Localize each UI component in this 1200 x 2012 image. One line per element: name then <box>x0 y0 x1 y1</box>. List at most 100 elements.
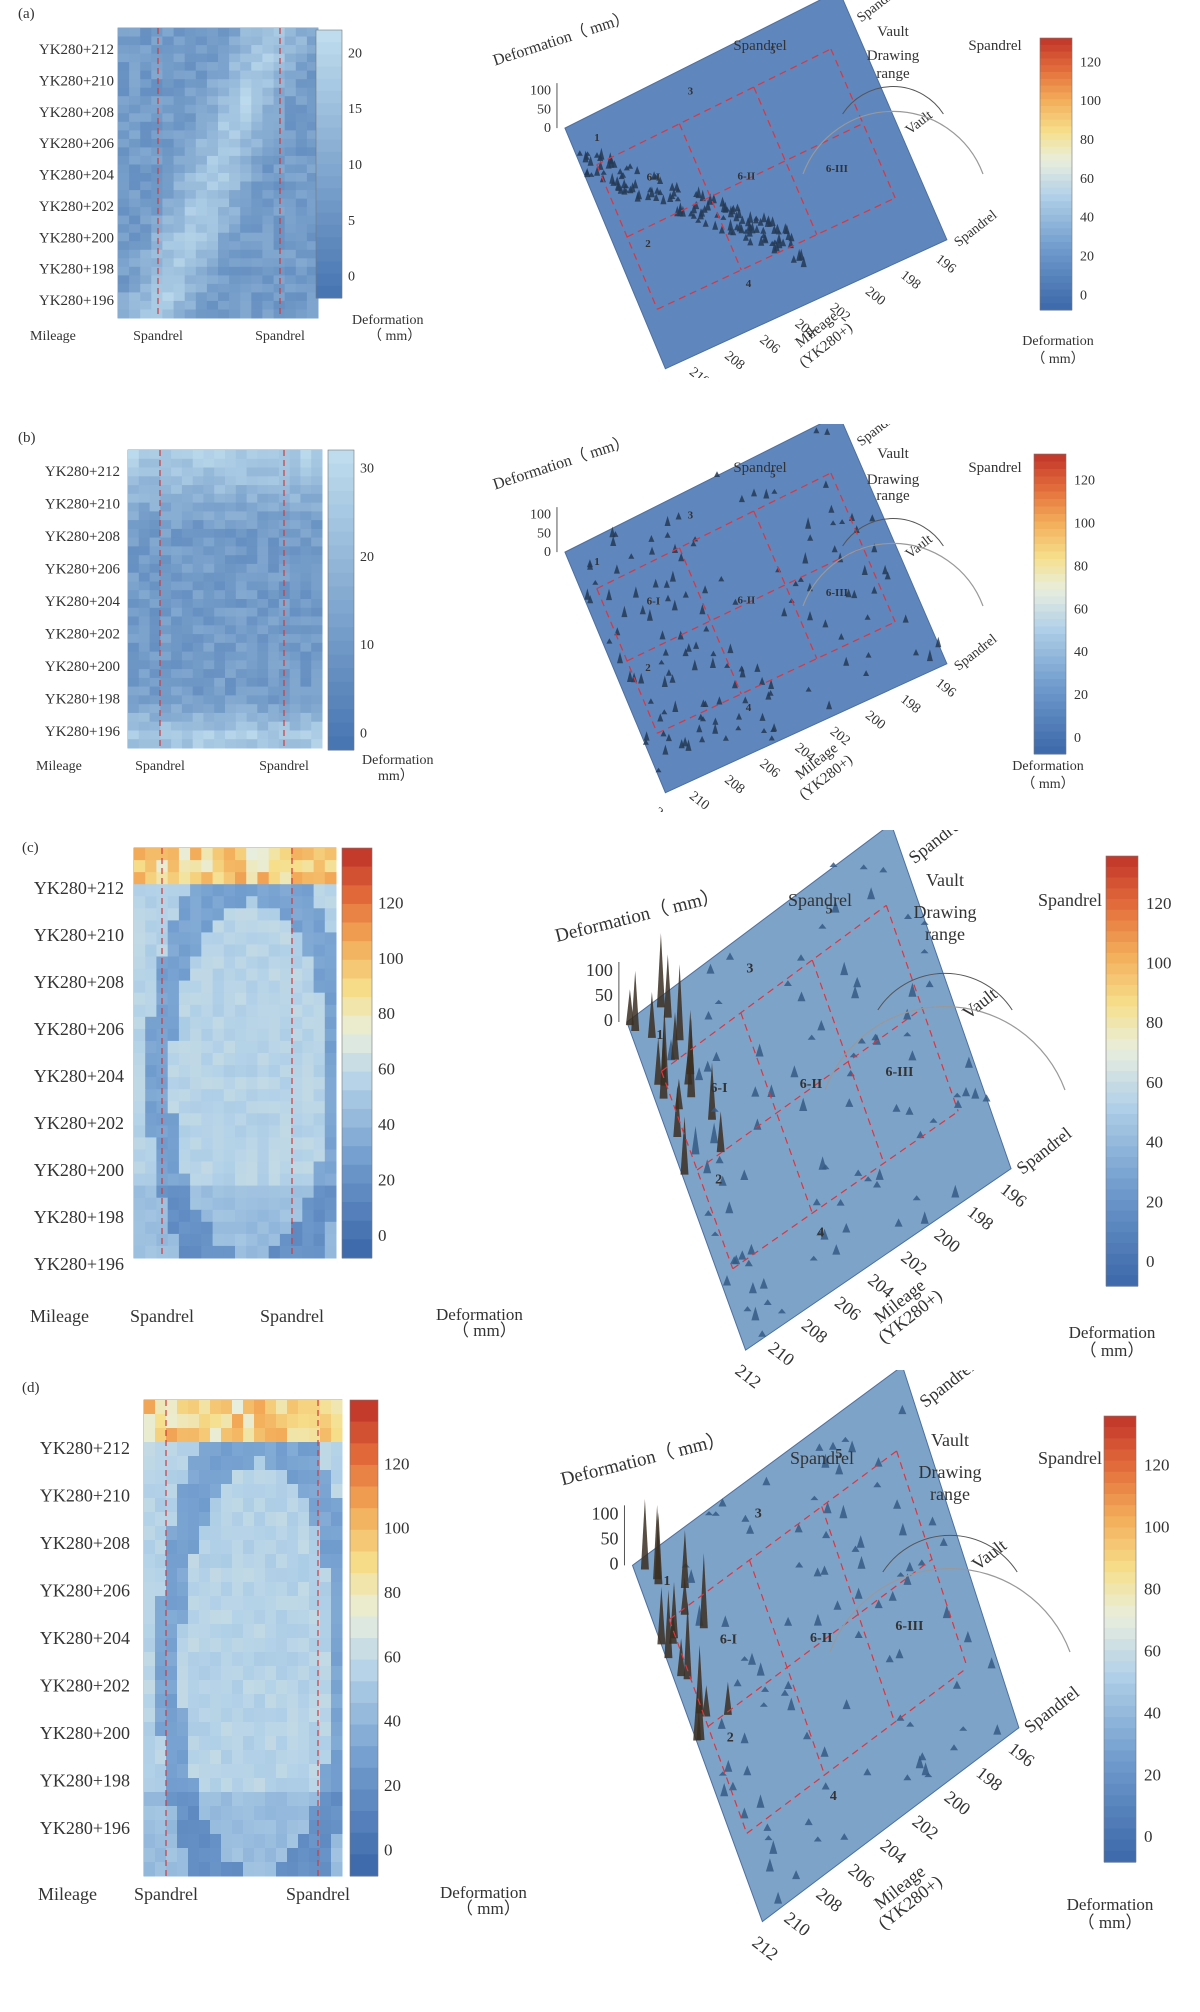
mileage-tick-label: YK280+198 <box>39 262 114 278</box>
contour-cell <box>218 62 230 72</box>
contour-cell <box>311 555 323 565</box>
contour-cell <box>173 207 186 217</box>
contour-cell <box>265 1764 277 1779</box>
contour-cell <box>145 1016 157 1030</box>
contour-cell <box>206 96 219 106</box>
surface-3d-spike <box>705 1511 713 1516</box>
zone-label: 4 <box>746 702 752 714</box>
contour-cell <box>140 96 152 106</box>
contour-cell <box>295 309 308 319</box>
contour-cell <box>144 1624 156 1639</box>
contour-cell <box>254 1512 266 1527</box>
colorbar-3d-tick-label: 80 <box>1146 1013 1163 1032</box>
colorbar-3d-segment <box>1106 1028 1138 1040</box>
zone-boundary <box>678 547 742 695</box>
colorbar-3d-segment <box>1034 716 1066 725</box>
surface-3d-spike <box>669 674 676 683</box>
colorbar-3d-segment <box>1106 1178 1138 1190</box>
contour-cell <box>251 283 263 293</box>
contour-cell <box>149 546 161 556</box>
contour-cell <box>235 848 247 861</box>
contour-cell <box>291 1053 303 1066</box>
colorbar-3d-segment <box>1034 634 1066 642</box>
surface-3d-spike <box>797 954 805 961</box>
colorbar-2d-segment <box>342 1090 372 1110</box>
contour-cell <box>178 1137 191 1150</box>
contour-cell <box>223 1185 236 1199</box>
contour-cell <box>287 1414 299 1429</box>
colorbar-2d-segment <box>328 654 354 669</box>
contour-cell <box>257 616 269 626</box>
contour-cell <box>279 1209 292 1223</box>
contour-cell <box>287 1582 299 1597</box>
surface-3d-spike <box>675 512 682 520</box>
contour-cell <box>138 476 151 486</box>
contour-cell <box>320 1554 332 1569</box>
surface-3d-spike <box>753 225 760 233</box>
contour-cell <box>289 607 301 618</box>
contour-cell <box>203 695 215 705</box>
contour-cell <box>156 848 169 861</box>
contour-cell <box>177 1834 189 1849</box>
contour-cell <box>235 634 248 644</box>
contour-cell <box>145 896 157 909</box>
colorbar-3d-segment <box>1040 153 1072 161</box>
colorbar-3d-segment <box>1034 491 1066 500</box>
colorbar-2d-segment <box>350 1854 378 1877</box>
surface-3d-spike <box>710 1107 719 1112</box>
contour-cell <box>251 62 263 72</box>
contour-cell <box>210 1806 222 1821</box>
zone-boundary <box>821 1506 896 1723</box>
contour-cell <box>223 1113 236 1126</box>
colorbar-2d-segment <box>350 1443 378 1466</box>
contour-cell <box>184 215 197 225</box>
surface-3d-spike <box>710 650 717 657</box>
contour-cell <box>309 1862 321 1877</box>
contour-cell <box>295 79 308 89</box>
contour-cell <box>240 164 252 174</box>
contour-cell <box>313 1233 326 1247</box>
contour-cell <box>300 520 312 530</box>
contour-cell <box>167 932 180 945</box>
contour-cell <box>160 546 172 556</box>
surface-3d-spike <box>951 1184 960 1198</box>
contour-cell <box>210 1722 222 1737</box>
surface-3d-spike <box>898 1404 907 1415</box>
contour-cell <box>203 502 215 512</box>
contour-cell <box>173 113 186 123</box>
contour-cell <box>262 207 274 217</box>
contour-cell <box>309 1596 321 1611</box>
contour-cell <box>268 1125 281 1138</box>
contour-cell <box>177 1470 189 1485</box>
contour-cell <box>171 555 183 565</box>
contour-cell <box>221 1764 233 1779</box>
contour-cell <box>190 1149 202 1163</box>
contour-cell <box>166 1596 178 1611</box>
contour-cell <box>232 1484 244 1499</box>
mileage-tick-label: YK280+196 <box>39 293 115 309</box>
contour-cell <box>155 1400 167 1415</box>
contour-cell <box>235 1173 247 1187</box>
colorbar-3d-frame <box>1039 37 1073 311</box>
contour-cell <box>195 207 208 217</box>
contour-cell <box>184 275 197 285</box>
contour-cell <box>149 739 161 749</box>
surface-3d-spike <box>780 1689 789 1696</box>
contour-cell <box>145 1149 157 1163</box>
contour-cell <box>199 1638 211 1653</box>
contour-cell <box>149 590 161 600</box>
contour-cell <box>295 275 308 285</box>
contour-cell <box>166 1834 178 1849</box>
contour-cell <box>206 113 219 123</box>
contour-cell <box>156 968 169 982</box>
contour-cell <box>268 920 281 933</box>
mileage-tick-label: YK280+204 <box>45 594 121 610</box>
contour-cell <box>171 546 183 556</box>
contour-cell <box>149 634 161 644</box>
colorbar-3d-segment <box>1104 1817 1136 1830</box>
contour-cell <box>184 130 197 140</box>
colorbar-2d-segment <box>316 115 342 128</box>
contour-cell <box>162 190 174 200</box>
contour-cell <box>268 563 280 574</box>
contour-cell <box>184 79 197 89</box>
